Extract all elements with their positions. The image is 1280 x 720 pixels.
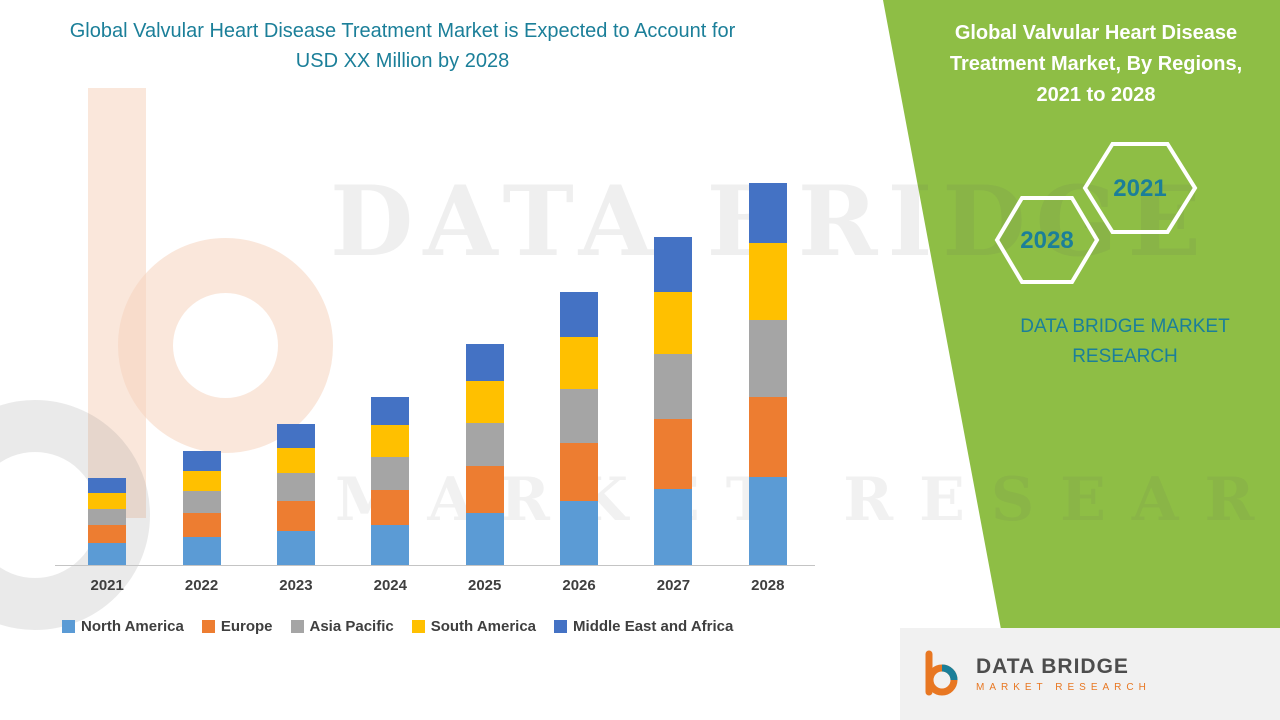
bar-segment-europe [654, 419, 693, 489]
bar-group-2025: 2025 [438, 150, 532, 595]
bar-stack-2026 [560, 292, 599, 565]
hexagon-2021-label: 2021 [1113, 175, 1166, 202]
bar-stack-2024 [371, 397, 410, 565]
bar-segment-europe [465, 466, 504, 513]
bar-segment-middle-east-and-africa [465, 344, 504, 381]
bar-segment-south-america [560, 337, 599, 389]
bar-segment-asia-pacific [560, 389, 599, 443]
bar-segment-asia-pacific [748, 320, 787, 397]
x-tick-label: 2028 [751, 577, 785, 594]
legend-label: Europe [220, 618, 273, 635]
bar-segment-south-america [182, 471, 221, 491]
legend-item-europe: Europe [201, 618, 273, 635]
panel-title: Global Valvular Heart Disease Treatment … [949, 22, 1243, 106]
bar-segment-north-america [465, 513, 504, 565]
x-axis-line [55, 565, 815, 566]
hexagon-2021-outline [1082, 142, 1198, 234]
legend-item-asia-pacific: Asia Pacific [290, 618, 394, 635]
legend-item-middle-east-and-africa: Middle East and Africa [554, 618, 733, 635]
legend-label: North America [81, 618, 184, 635]
logo-subtitle: MARKET RESEARCH [976, 682, 1151, 693]
logo-title: DATA BRIDGE [976, 655, 1129, 678]
bar-segment-north-america [654, 489, 693, 565]
legend-swatch [201, 620, 215, 633]
bar-stack-2028 [748, 183, 787, 565]
bar-group-2026: 2026 [532, 150, 626, 595]
bar-segment-middle-east-and-africa [560, 292, 599, 337]
bar-segment-north-america [748, 477, 787, 565]
chart-legend: North America Europe Asia Pacific South Ame… [62, 618, 733, 635]
bar-group-2028: 2028 [721, 150, 815, 595]
data-bridge-logo: DATA BRIDGE MARKET RESEARCH [916, 648, 1151, 700]
bar-segment-north-america [88, 543, 127, 565]
bar-segment-south-america [371, 425, 410, 457]
bar-segment-europe [182, 513, 221, 537]
legend-item-south-america: South America [411, 618, 537, 635]
bar-segment-asia-pacific [371, 457, 410, 490]
bar-segment-south-america [465, 381, 504, 423]
bar-segment-asia-pacific [654, 354, 693, 419]
hexagon-2028-outline [994, 196, 1100, 284]
legend-item-north-america: North America [62, 618, 184, 635]
stacked-bar-chart: 2021 2022 2023 2024 2025 2026 2027 2028 [60, 150, 815, 595]
bar-segment-middle-east-and-africa [276, 424, 315, 448]
bar-segment-asia-pacific [276, 473, 315, 501]
legend-swatch [411, 620, 425, 633]
legend-swatch [554, 620, 568, 633]
hexagon-year-badges: 2028 2021 [994, 142, 1198, 284]
bar-segment-north-america [182, 537, 221, 565]
legend-swatch [62, 620, 75, 633]
bar-stack-2021 [88, 478, 127, 565]
bar-segment-asia-pacific [88, 509, 127, 525]
chart-title: Global Valvular Heart Disease Treatment … [69, 20, 736, 72]
bar-segment-europe [560, 443, 599, 501]
bar-segment-north-america [371, 525, 410, 565]
legend-label: Middle East and Africa [573, 618, 734, 635]
bar-segment-south-america [748, 243, 787, 320]
bar-group-2027: 2027 [626, 150, 720, 595]
x-tick-label: 2026 [562, 577, 596, 594]
x-tick-label: 2021 [90, 577, 124, 594]
bar-segment-middle-east-and-africa [88, 478, 127, 493]
data-bridge-logo-icon [925, 650, 958, 696]
bar-stack-2022 [182, 451, 221, 565]
legend-label: South America [430, 618, 537, 635]
bar-segment-asia-pacific [465, 423, 504, 466]
x-tick-label: 2023 [279, 577, 313, 594]
brand-caption: DATA BRIDGE MARKET RESEARCH [1020, 316, 1230, 368]
bar-stack-2023 [276, 424, 315, 565]
bar-segment-south-america [654, 292, 693, 354]
bar-segment-europe [371, 490, 410, 525]
bar-stack-2027 [654, 237, 693, 565]
x-tick-label: 2024 [373, 577, 407, 594]
bar-group-2023: 2023 [249, 150, 343, 595]
bar-segment-middle-east-and-africa [371, 397, 410, 425]
bar-segment-middle-east-and-africa [654, 237, 693, 292]
bar-segment-europe [276, 501, 315, 531]
bar-segment-middle-east-and-africa [748, 183, 787, 243]
legend-swatch [290, 620, 304, 633]
bar-segment-south-america [88, 493, 127, 509]
bar-group-2022: 2022 [154, 150, 248, 595]
hexagon-2028-label: 2028 [1020, 227, 1073, 254]
legend-label: Asia Pacific [309, 618, 394, 635]
bar-segment-europe [748, 397, 787, 477]
x-tick-label: 2027 [656, 577, 691, 594]
bar-segment-north-america [560, 501, 599, 565]
footer-logo-strip: DATA BRIDGE MARKET RESEARCH [900, 628, 1280, 720]
x-tick-label: 2022 [184, 577, 219, 594]
bar-segment-north-america [276, 531, 315, 565]
bar-segment-south-america [276, 448, 315, 473]
bar-stack-2025 [465, 344, 504, 565]
logo-text-block: DATA BRIDGE MARKET RESEARCH [976, 655, 1151, 693]
bar-segment-asia-pacific [182, 491, 221, 513]
bar-segment-middle-east-and-africa [182, 451, 221, 471]
bar-segment-europe [88, 525, 127, 543]
bar-group-2021: 2021 [60, 150, 154, 595]
bar-group-2024: 2024 [343, 150, 437, 595]
x-tick-label: 2025 [468, 577, 502, 594]
